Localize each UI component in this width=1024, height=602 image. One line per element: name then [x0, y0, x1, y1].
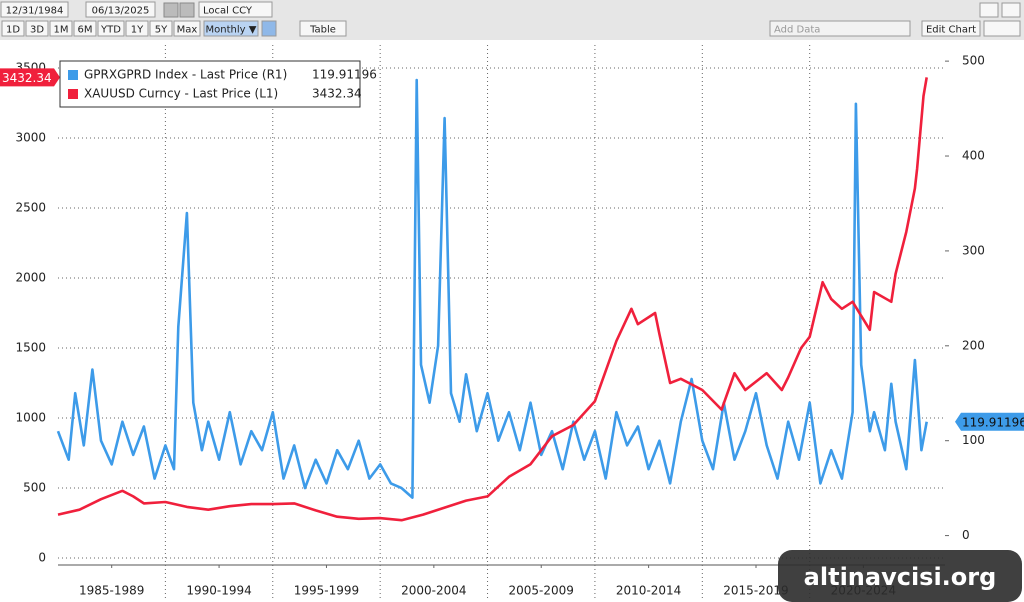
- legend: [59, 60, 361, 108]
- x-tick-label: 2015-2019: [723, 584, 788, 598]
- range-button[interactable]: 3D: [30, 25, 44, 36]
- watermark: altinavcisi.org: [804, 563, 997, 591]
- legend-swatch: [68, 89, 78, 99]
- x-tick-label: 2005-2009: [509, 584, 574, 598]
- currency[interactable]: Local CCY: [203, 6, 253, 17]
- y2-tick-label: 400: [962, 149, 985, 163]
- y2-tick-label: 500: [962, 54, 985, 68]
- watermark-box: [778, 550, 1022, 602]
- plot-area: [58, 45, 945, 565]
- settings[interactable]: [983, 20, 1021, 37]
- frequency[interactable]: Monthly ▼: [206, 25, 257, 36]
- y-tick-label: 2000: [15, 270, 46, 284]
- range-button-box[interactable]: [149, 20, 173, 37]
- legend-label: GPRXGPRD Index - Last Price (R1): [84, 68, 287, 82]
- y-tick-label: 0: [38, 550, 46, 564]
- legend-swatch: [68, 70, 78, 80]
- series-line: [56, 78, 928, 499]
- y-tick-label: 1500: [15, 340, 46, 354]
- y2-tick-label: 200: [962, 338, 985, 352]
- y-tick-label: 2500: [15, 200, 46, 214]
- x-tick-label: 2000-2004: [401, 584, 466, 598]
- last-value-tag: [0, 68, 60, 87]
- range-button-box[interactable]: [73, 20, 97, 37]
- add-data[interactable]: Add Data: [774, 25, 820, 36]
- x-tick-label: 2010-2014: [616, 584, 681, 598]
- y-tick-label: 1000: [15, 410, 46, 424]
- currency-box[interactable]: [198, 1, 273, 18]
- table-button[interactable]: Table: [309, 25, 336, 36]
- range-button-box[interactable]: [173, 20, 201, 37]
- range-button-box[interactable]: [1, 20, 25, 37]
- legend-value: 3432.34: [312, 87, 362, 101]
- add-data-box[interactable]: [769, 20, 911, 37]
- y2-tick-label: 100: [962, 433, 985, 447]
- edit-chart[interactable]: Edit Chart: [926, 25, 976, 36]
- x-tick-label: 1990-1994: [186, 584, 251, 598]
- last-value-tag: [955, 412, 1024, 431]
- range-button[interactable]: Max: [177, 25, 198, 36]
- y-tick-label: 500: [23, 480, 46, 494]
- end-date-box[interactable]: [85, 1, 156, 18]
- start-date-box[interactable]: [0, 1, 69, 18]
- series-line: [57, 77, 928, 522]
- start-date[interactable]: 12/31/1984: [6, 6, 64, 17]
- table-button-box[interactable]: [299, 20, 347, 37]
- y2-tick-label: 300: [962, 243, 985, 257]
- frequency-box[interactable]: [203, 20, 259, 37]
- range-button-box[interactable]: [125, 20, 149, 37]
- range-button[interactable]: 1D: [6, 25, 20, 36]
- nav-back[interactable]: [163, 2, 179, 18]
- redo[interactable]: [1001, 2, 1021, 18]
- legend-value: 119.91196: [312, 68, 377, 82]
- range-button[interactable]: 1Y: [131, 25, 144, 36]
- end-date[interactable]: 06/13/2025: [92, 6, 150, 17]
- x-tick-label: 1985-1989: [79, 584, 144, 598]
- range-button[interactable]: YTD: [100, 25, 121, 36]
- undo[interactable]: [979, 2, 999, 18]
- range-button[interactable]: 5Y: [155, 25, 168, 36]
- edit-chart-box[interactable]: [921, 20, 981, 37]
- range-button[interactable]: 1M: [54, 25, 69, 36]
- y-tick-label: 3000: [15, 130, 46, 144]
- legend-label: XAUUSD Curncy - Last Price (L1): [84, 87, 278, 101]
- range-button-box[interactable]: [49, 20, 73, 37]
- range-button[interactable]: 6M: [78, 25, 93, 36]
- nav-forward[interactable]: [179, 2, 195, 18]
- last-value-label: 3432.34: [2, 71, 52, 85]
- x-tick-label: 1995-1999: [294, 584, 359, 598]
- last-value-label: 119.91196: [962, 415, 1024, 429]
- y2-tick-label: 0: [962, 528, 970, 542]
- color-swatch[interactable]: [261, 20, 277, 37]
- range-button-box[interactable]: [25, 20, 49, 37]
- range-button-box[interactable]: [97, 20, 125, 37]
